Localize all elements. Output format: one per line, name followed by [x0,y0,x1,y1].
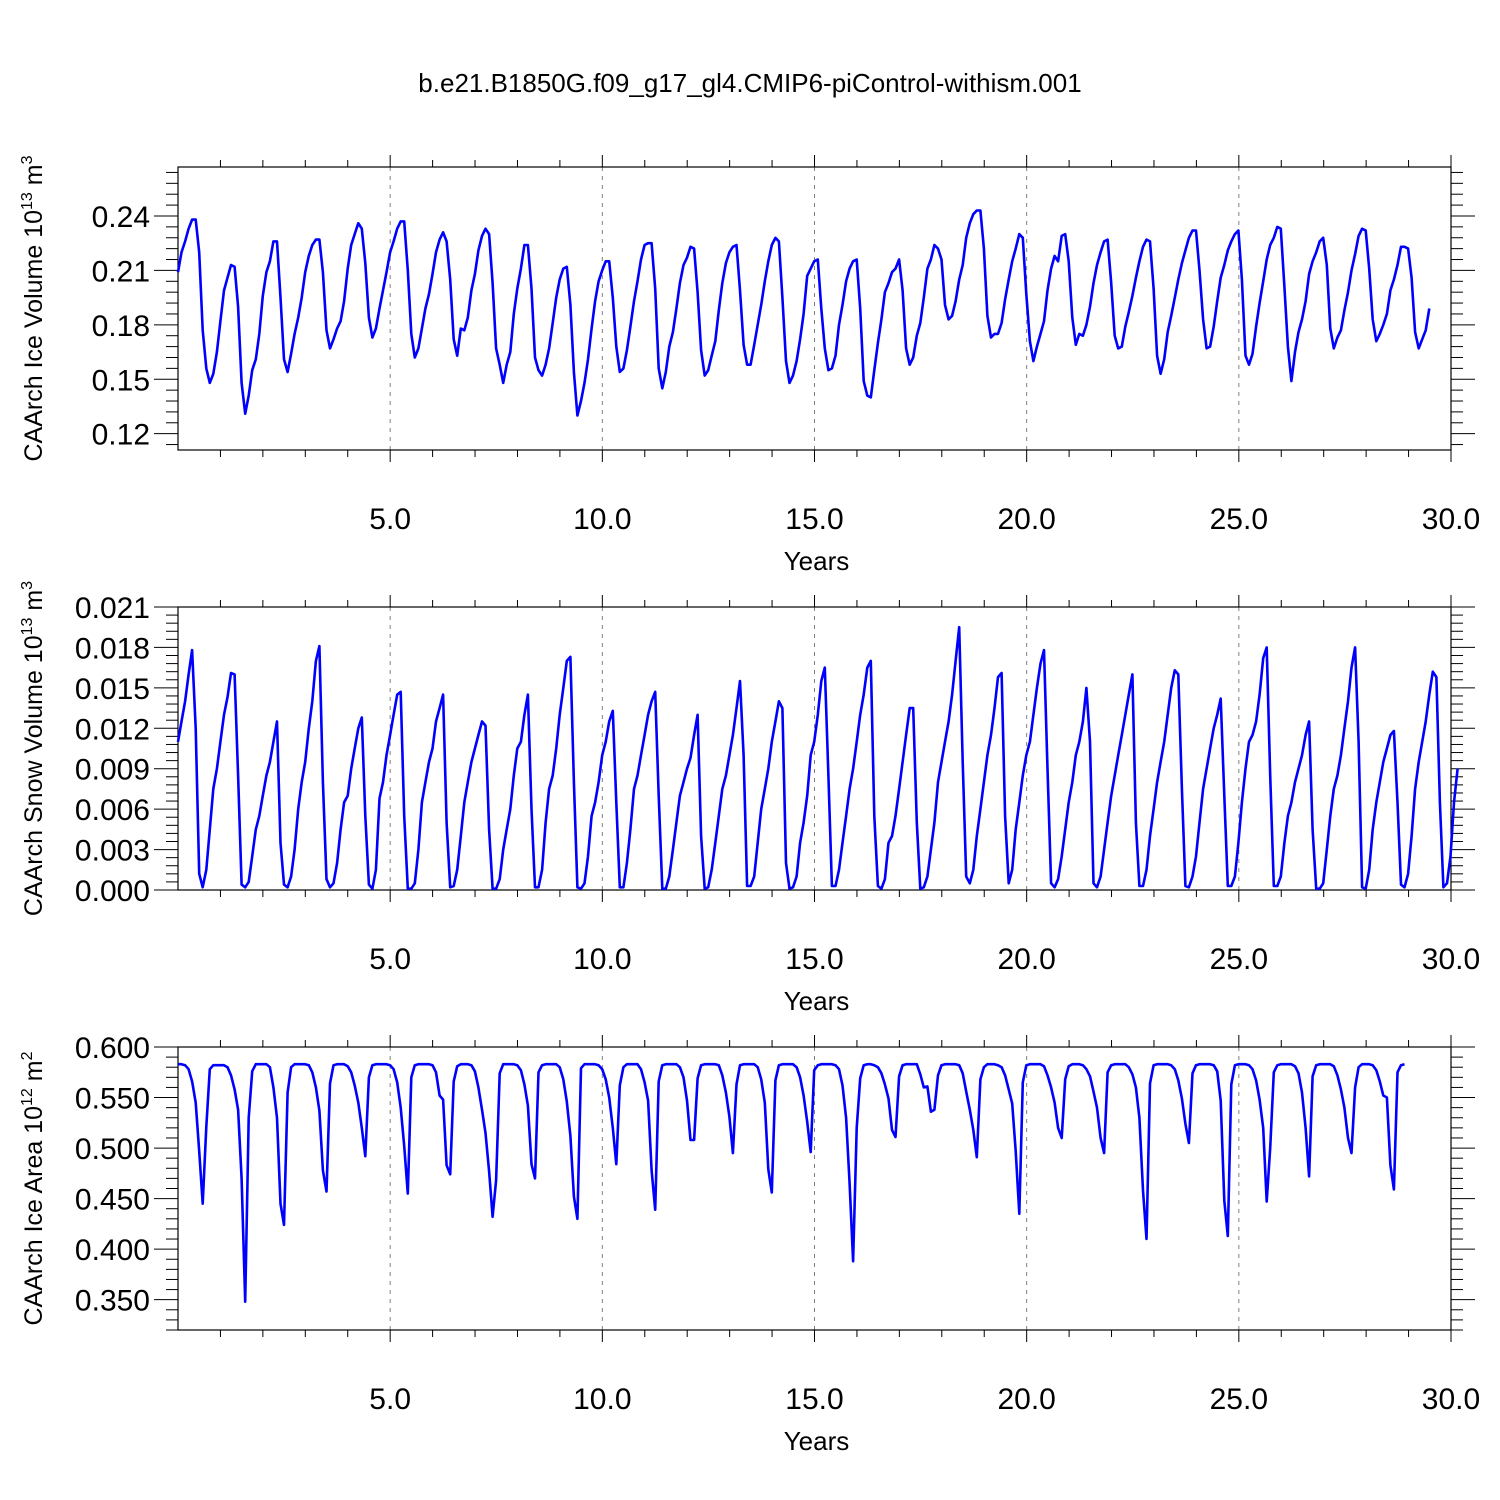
series-line [178,1062,1405,1303]
x-tick-label: 10.0 [573,943,631,976]
x-tick-label: 15.0 [785,503,843,536]
y-tick-label: 0.006 [75,794,150,827]
y-tick-label: 0.15 [92,364,150,397]
x-tick-label: 5.0 [369,1383,411,1416]
x-axis-label: Years [784,546,850,576]
x-tick-label: 10.0 [573,503,631,536]
chart-panel-3: 5.0 10.0 15.0 20.0 25.0 30.0 Years 0.350 0.400 0.… [19,1032,1480,1456]
y-tick-label: 0.003 [75,835,150,868]
x-tick-label: 10.0 [573,1383,631,1416]
page-title: b.e21.B1850G.f09_g17_gl4.CMIP6-piControl… [418,68,1082,98]
y-tick-label: 0.550 [75,1083,150,1116]
y-tick-label: 0.009 [75,754,150,787]
y-tick-label: 0.21 [92,255,150,288]
x-tick-label: 5.0 [369,503,411,536]
y-tick-label: 0.12 [92,419,150,452]
x-tick-label: 25.0 [1210,943,1268,976]
y-tick-label: 0.400 [75,1234,150,1267]
y-tick-label: 0.24 [92,201,150,234]
y-tick-label: 0.18 [92,310,150,343]
x-tick-label: 5.0 [369,943,411,976]
series-line [176,209,1431,417]
x-tick-label: 15.0 [785,1383,843,1416]
y-tick-label: 0.015 [75,673,150,706]
y-tick-label: 0.600 [75,1032,150,1065]
y-tick-label: 0.000 [75,875,150,908]
x-axis-label: Years [784,1426,850,1456]
x-tick-label: 20.0 [997,1383,1055,1416]
x-tick-label: 20.0 [997,943,1055,976]
y-tick-label: 0.500 [75,1133,150,1166]
y-tick-label: 0.012 [75,713,150,746]
x-tick-label: 30.0 [1422,1383,1480,1416]
y-tick-label: 0.021 [75,592,150,625]
chart-panel-2: 5.0 10.0 15.0 20.0 25.0 30.0 Years 0.000 0.003 0.… [19,581,1480,1016]
x-axis-label: Years [784,986,850,1016]
x-tick-label: 25.0 [1210,503,1268,536]
x-tick-label: 30.0 [1422,503,1480,536]
y-axis-label: CAArch Ice Area 1012 m2 [19,1051,48,1325]
x-tick-label: 20.0 [997,503,1055,536]
y-axis-label: CAArch Snow Volume 1013 m3 [19,581,48,916]
y-axis-label: CAArch Ice Volume 1013 m3 [19,155,48,461]
x-tick-label: 15.0 [785,943,843,976]
x-tick-label: 30.0 [1422,943,1480,976]
chart-panel-1: 5.0 10.0 15.0 20.0 25.0 30.0 Years 0.12 0.15 0.18… [19,155,1480,576]
y-tick-label: 0.350 [75,1285,150,1318]
y-tick-label: 0.018 [75,632,150,665]
x-tick-label: 25.0 [1210,1383,1268,1416]
series-line [176,625,1459,891]
y-tick-label: 0.450 [75,1184,150,1217]
plot-frame [177,606,1452,891]
